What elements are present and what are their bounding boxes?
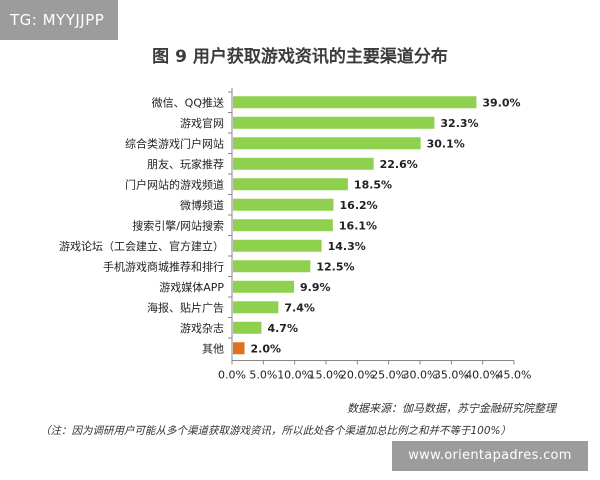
category-label: 游戏杂志 <box>180 322 224 335</box>
x-tick-label: 15.0% <box>309 369 344 382</box>
bar <box>233 280 295 293</box>
category-label: 游戏官网 <box>180 116 224 130</box>
value-label: 9.9% <box>300 281 331 294</box>
category-label: 海报、贴片广告 <box>147 300 224 314</box>
bar <box>233 157 374 170</box>
x-tick-label: 45.0% <box>497 369 532 382</box>
category-label: 搜索引擎/网站搜索 <box>132 218 224 232</box>
bar <box>233 260 311 273</box>
value-label: 4.7% <box>267 322 298 335</box>
note-text: （注：因为调研用户可能从多个渠道获取游戏资讯，所以此处各个渠道加总比例之和并不等… <box>40 425 512 437</box>
category-label: 其他 <box>202 342 224 355</box>
source-text: 数据来源：伽马数据，苏宁金融研究院整理 <box>347 402 556 415</box>
category-label: 游戏论坛（工会建立、官方建立） <box>59 239 224 253</box>
bar <box>233 96 477 109</box>
value-label: 32.3% <box>440 117 478 130</box>
bar <box>233 239 322 252</box>
value-label: 18.5% <box>354 178 392 191</box>
bar <box>233 137 421 150</box>
value-label: 16.1% <box>339 219 377 232</box>
bar <box>233 321 262 334</box>
watermark-bottom: www.orientapadres.com <box>392 441 588 471</box>
x-tick-label: 5.0% <box>249 369 277 382</box>
value-label: 30.1% <box>427 137 465 150</box>
category-label: 微信、QQ推送 <box>152 95 224 109</box>
watermark-top: TG: MYYJJPP <box>0 0 118 40</box>
value-label: 22.6% <box>380 158 418 171</box>
bar <box>233 116 435 129</box>
value-label: 14.3% <box>328 240 366 253</box>
x-tick-label: 40.0% <box>465 369 500 382</box>
bar-chart: 微信、QQ推送 39.0% 游戏官网 32.3% 综合类游戏门户网站 30.1% 朋友、玩家… <box>59 88 532 382</box>
value-label: 7.4% <box>284 301 315 314</box>
x-tick-label: 25.0% <box>371 369 406 382</box>
category-label: 手机游戏商城推荐和排行 <box>103 259 224 273</box>
bar <box>233 178 348 191</box>
bar <box>233 342 245 355</box>
value-label: 12.5% <box>316 260 354 273</box>
value-label: 2.0% <box>251 342 282 355</box>
bar <box>233 219 333 232</box>
category-label: 综合类游戏门户网站 <box>125 136 224 150</box>
bar <box>233 301 279 314</box>
category-label: 朋友、玩家推荐 <box>147 157 224 171</box>
category-label: 门户网站的游戏频道 <box>125 177 224 191</box>
x-tick-label: 0.0% <box>218 369 246 382</box>
value-label: 39.0% <box>482 96 520 109</box>
value-label: 16.2% <box>340 199 378 212</box>
x-tick-label: 20.0% <box>340 369 375 382</box>
chart-title: 图 9 用户获取游戏资讯的主要渠道分布 <box>152 47 448 67</box>
x-tick-label: 35.0% <box>434 369 469 382</box>
category-label: 游戏媒体APP <box>159 280 224 294</box>
x-tick-label: 10.0% <box>277 369 312 382</box>
x-tick-label: 30.0% <box>403 369 438 382</box>
bar <box>233 198 334 211</box>
category-label: 微博频道 <box>180 198 224 212</box>
